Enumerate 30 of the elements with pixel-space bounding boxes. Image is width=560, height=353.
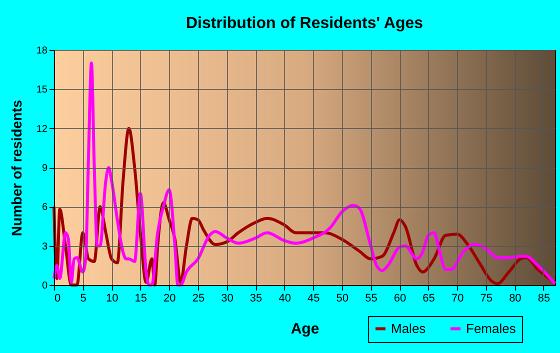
y-tick-label: 18 [36,46,48,56]
chart-title: Distribution of Residents' Ages [186,15,424,32]
x-tick-label: 70 [451,292,464,304]
y-tick-label: 3 [42,241,48,252]
x-tick-label: 60 [394,292,406,304]
x-tick-label: 10 [106,292,118,304]
y-tick-label: 15 [36,84,48,96]
x-tick-label: 15 [134,292,148,304]
y-tick-label: 6 [42,202,48,214]
legend-label: Males [391,320,426,336]
x-axis-title: Age [290,320,320,338]
x-tick-label: 30 [221,292,234,304]
x-tick-label: 20 [164,292,176,304]
y-tick-label: 12 [36,124,48,135]
x-tick-label: 35 [250,292,262,304]
x-tick-label: 75 [480,292,493,304]
x-tick-label: 45 [308,292,320,304]
x-tick-label: 80 [509,292,522,304]
x-tick-label: 5 [80,292,86,304]
x-tick-label: 40 [278,292,291,304]
y-axis-title: Number of residents [8,100,24,236]
x-tick-label: 25 [192,292,205,304]
y-tick-label: 0 [42,280,48,292]
x-tick-label: 50 [336,292,349,304]
x-tick-label: 85 [538,292,550,304]
x-tick-label: 65 [422,292,435,304]
x-tick-label: 55 [365,292,378,304]
x-tick-label: 0 [54,292,61,304]
legend-label: Females [466,320,516,336]
y-tick-label: 9 [42,163,48,174]
